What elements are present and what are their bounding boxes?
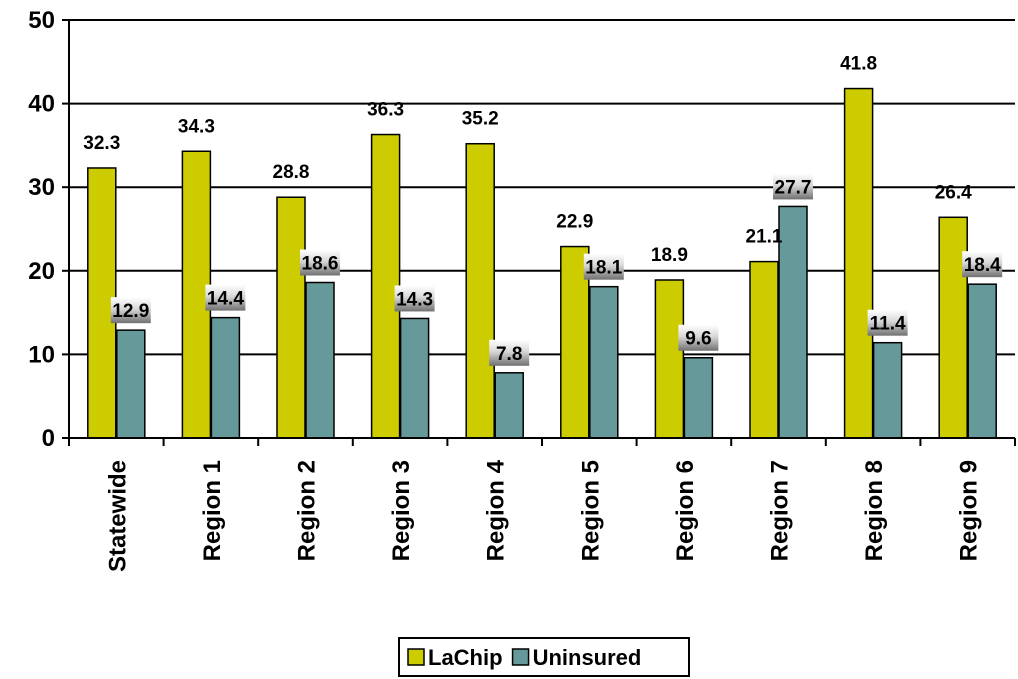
data-label-lachip: 34.3 <box>178 116 215 137</box>
bar-uninsured <box>872 341 903 439</box>
y-tick-label: 20 <box>28 258 55 285</box>
data-label-lachip: 21.1 <box>746 227 783 248</box>
legend: LaChip Uninsured <box>398 637 690 677</box>
data-label-box <box>867 309 908 336</box>
data-label-lachip: 36.3 <box>367 100 404 121</box>
data-label-uninsured: 27.7 <box>775 177 812 198</box>
x-tick-label: Region 9 <box>956 460 983 561</box>
bar-lachip <box>654 279 685 439</box>
bar-uninsured <box>967 283 997 439</box>
data-label-uninsured: 11.4 <box>870 314 906 335</box>
data-label-box <box>489 339 530 366</box>
data-label-box <box>205 284 246 311</box>
x-tick-label: Region 4 <box>483 459 510 561</box>
data-label-uninsured: 14.4 <box>207 289 244 310</box>
data-label-uninsured: 14.3 <box>396 289 433 310</box>
x-tick-label: Region 8 <box>861 460 888 561</box>
bar-uninsured <box>210 316 241 439</box>
x-tick-label: Region 5 <box>577 460 604 561</box>
data-label-uninsured: 18.6 <box>302 254 339 275</box>
data-label-uninsured: 9.6 <box>685 329 711 350</box>
y-tick-label: 50 <box>28 7 55 34</box>
data-label-box <box>583 253 624 280</box>
data-label-lachip: 41.8 <box>840 54 877 75</box>
data-label-box <box>300 249 340 276</box>
data-label-uninsured: 18.1 <box>585 258 622 279</box>
legend-label-uninsured: Uninsured <box>533 645 642 670</box>
legend-label-lachip: LaChip <box>428 645 503 670</box>
bar-uninsured <box>116 329 146 439</box>
data-label-lachip: 32.3 <box>83 133 120 154</box>
data-label-box <box>110 297 151 324</box>
data-label-lachip: 35.2 <box>462 109 499 130</box>
bar-lachip <box>276 196 306 439</box>
data-label-box <box>394 285 435 312</box>
legend-box <box>398 637 690 677</box>
bar-lachip <box>938 216 968 439</box>
data-label-box <box>773 173 813 200</box>
data-label-uninsured: 18.4 <box>964 255 1001 276</box>
data-labels: 32.3 12.9 34.3 14.4 28.8 18.6 36.3 14.3 35.2 7.8 2… <box>83 54 1003 366</box>
bar-lachip <box>749 260 779 439</box>
y-tick-label: 10 <box>28 341 55 368</box>
bar-uninsured <box>494 372 524 439</box>
bar-lachip <box>843 87 874 439</box>
legend-swatch-uninsured <box>511 648 530 666</box>
data-label-lachip: 22.9 <box>556 212 593 233</box>
bars <box>87 87 997 439</box>
y-tick-label: 0 <box>42 425 55 452</box>
y-tick-label: 40 <box>28 91 55 118</box>
x-tick-label: Region 7 <box>767 460 794 561</box>
data-label-uninsured: 12.9 <box>112 301 149 322</box>
data-label-lachip: 18.9 <box>651 245 688 266</box>
bar-uninsured <box>399 317 430 439</box>
bar-lachip <box>465 142 495 439</box>
x-tick-label: Region 6 <box>672 460 699 561</box>
x-tick-label: Region 3 <box>388 460 415 561</box>
data-label-lachip: 28.8 <box>273 162 310 183</box>
data-label-uninsured: 7.8 <box>496 344 522 365</box>
bar-uninsured <box>683 356 714 439</box>
y-axis: 0 10 20 30 40 50 <box>28 7 70 452</box>
legend-swatch-lachip <box>407 648 425 666</box>
x-axis: Statewide Region 1 Region 2 Region 3 Region … <box>68 437 1016 572</box>
x-tick-label: Region 1 <box>199 460 226 561</box>
bar-uninsured <box>305 281 335 439</box>
data-label-box <box>962 251 1003 278</box>
y-tick-label: 30 <box>28 174 55 201</box>
data-label-lachip: 26.4 <box>935 182 972 203</box>
x-tick-label: Region 2 <box>294 460 321 561</box>
x-tick-label: Statewide <box>104 460 131 572</box>
bar-uninsured <box>589 285 619 439</box>
bar-uninsured <box>778 205 808 439</box>
data-label-box <box>678 324 719 351</box>
